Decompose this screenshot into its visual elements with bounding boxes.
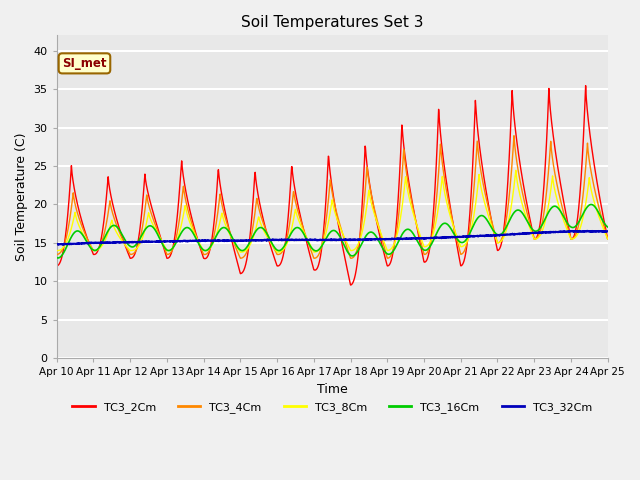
X-axis label: Time: Time (317, 383, 348, 396)
Legend: TC3_2Cm, TC3_4Cm, TC3_8Cm, TC3_16Cm, TC3_32Cm: TC3_2Cm, TC3_4Cm, TC3_8Cm, TC3_16Cm, TC3… (68, 397, 596, 417)
Title: Soil Temperatures Set 3: Soil Temperatures Set 3 (241, 15, 424, 30)
Y-axis label: Soil Temperature (C): Soil Temperature (C) (15, 132, 28, 261)
Text: SI_met: SI_met (62, 57, 107, 70)
